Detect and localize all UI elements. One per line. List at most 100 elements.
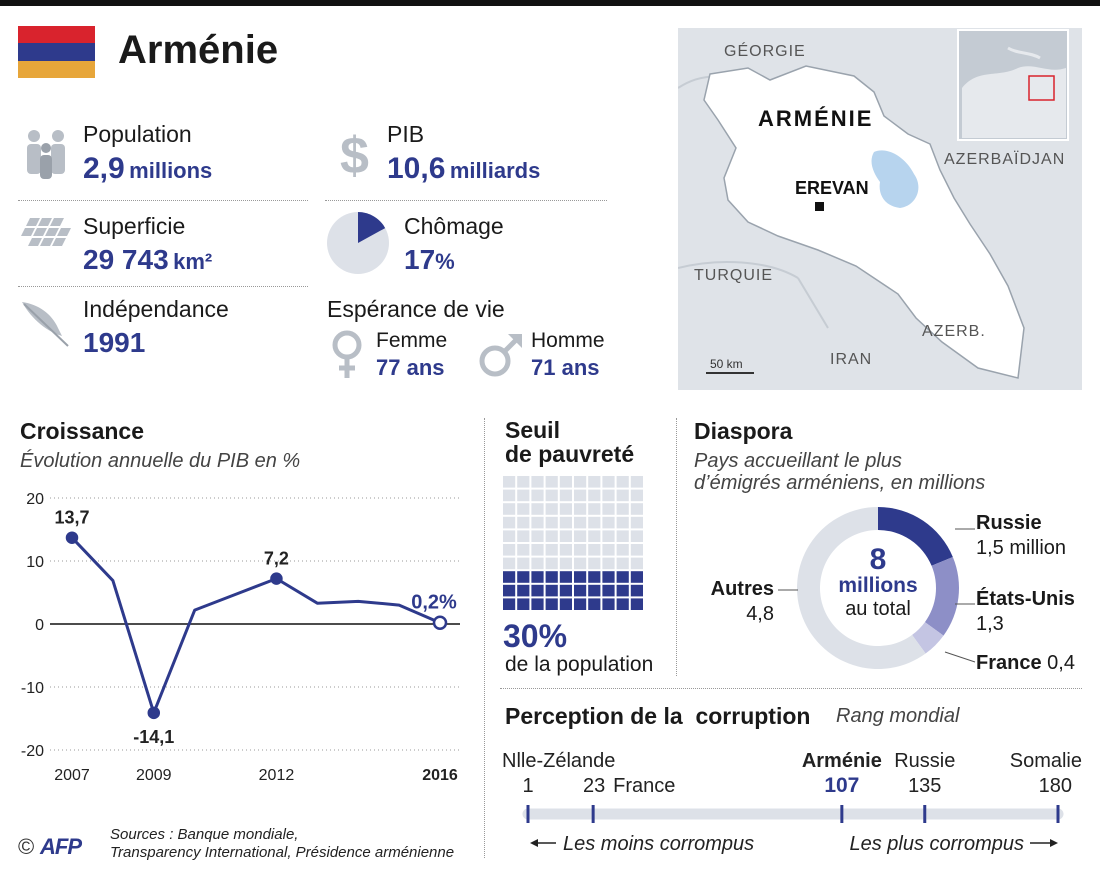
population-number: 2,9 bbox=[83, 152, 125, 185]
female-icon bbox=[332, 330, 362, 378]
superficie-number: 29 743 bbox=[83, 244, 169, 275]
poverty-cell bbox=[531, 503, 544, 515]
poverty-cell bbox=[559, 544, 572, 556]
poverty-cell bbox=[559, 530, 572, 542]
flag-stripe-red bbox=[18, 26, 95, 43]
poverty-cell bbox=[574, 476, 587, 488]
poverty-cell bbox=[517, 516, 530, 529]
corruption-rank: 1 bbox=[522, 775, 533, 797]
poverty-cell bbox=[531, 544, 544, 556]
map-iran-label: IRAN bbox=[830, 351, 872, 368]
flag-stripe-orange bbox=[18, 61, 95, 78]
poverty-cell bbox=[574, 530, 587, 542]
poverty-cell bbox=[503, 571, 516, 583]
male-icon bbox=[479, 334, 522, 377]
x-tick-label: 2007 bbox=[54, 767, 90, 784]
seuil-value: 30% bbox=[503, 618, 568, 654]
diaspora-france-name: France bbox=[976, 652, 1042, 674]
poverty-cell bbox=[574, 584, 587, 597]
map-neighbor-borders bbox=[678, 75, 1009, 329]
poverty-cell bbox=[630, 557, 643, 570]
corruption-right-caption: Les plus corrompus bbox=[849, 833, 1024, 855]
diaspora-center: 8 millions au total bbox=[818, 545, 938, 621]
poverty-cell bbox=[545, 476, 558, 488]
map-georgia-label: GÉORGIE bbox=[724, 41, 806, 60]
poverty-cell bbox=[588, 489, 601, 502]
poverty-cell bbox=[517, 598, 530, 610]
y-tick-label: -20 bbox=[21, 743, 44, 760]
poverty-cell bbox=[602, 598, 615, 610]
poverty-cell bbox=[559, 598, 572, 610]
poverty-cell bbox=[545, 530, 558, 542]
y-tick-label: 0 bbox=[35, 617, 44, 634]
poverty-cell bbox=[503, 516, 516, 529]
femme-label: Femme bbox=[376, 329, 448, 352]
poverty-cell bbox=[588, 544, 601, 556]
poverty-cell bbox=[616, 598, 629, 610]
poverty-cell bbox=[588, 557, 601, 570]
y-tick-label: 20 bbox=[26, 491, 44, 508]
poverty-cell bbox=[559, 557, 572, 570]
poverty-cell bbox=[574, 571, 587, 583]
poverty-cell bbox=[602, 476, 615, 488]
homme-label: Homme bbox=[531, 329, 605, 352]
poverty-cell bbox=[602, 557, 615, 570]
population-unit: millions bbox=[129, 158, 213, 183]
poverty-cell bbox=[503, 598, 516, 610]
poverty-cell bbox=[616, 530, 629, 542]
poverty-cell bbox=[616, 476, 629, 488]
sources-line2: Transparency International, Présidence a… bbox=[110, 844, 455, 861]
seuil-title-line2: de pauvreté bbox=[505, 441, 635, 467]
poverty-cell bbox=[503, 557, 516, 570]
seuil-title-line1: Seuil bbox=[505, 417, 560, 443]
poverty-cell bbox=[588, 598, 601, 610]
map-azerbaijan-label: AZERBAÏDJAN bbox=[944, 150, 1065, 168]
copyright-icon: © bbox=[18, 834, 35, 859]
poverty-cell bbox=[531, 598, 544, 610]
diaspora-label-autres: Autres 4,8 bbox=[708, 577, 774, 627]
diaspora-center-big: 8 bbox=[869, 543, 887, 576]
poverty-cell bbox=[559, 584, 572, 597]
divider bbox=[18, 286, 308, 287]
y-tick-label: -10 bbox=[21, 680, 44, 697]
corruption-rank: 135 bbox=[908, 775, 941, 797]
poverty-cell bbox=[588, 476, 601, 488]
poverty-cell bbox=[630, 598, 643, 610]
map-inset bbox=[957, 29, 1069, 141]
superficie-label: Superficie bbox=[83, 213, 186, 239]
poverty-cell bbox=[588, 571, 601, 583]
poverty-cell bbox=[616, 516, 629, 529]
poverty-cell bbox=[503, 584, 516, 597]
poverty-cell bbox=[517, 557, 530, 570]
poverty-cell bbox=[545, 503, 558, 515]
diaspora-russie-name: Russie bbox=[976, 512, 1042, 534]
data-label: 13,7 bbox=[54, 508, 89, 528]
dollar-icon: $ bbox=[340, 127, 369, 185]
corruption-name: France bbox=[613, 775, 675, 797]
map-azerb-label: AZERB. bbox=[922, 323, 986, 340]
diaspora-title: Diaspora bbox=[694, 418, 793, 444]
chomage-number: 17 bbox=[404, 244, 436, 275]
poverty-cell bbox=[602, 571, 615, 583]
poverty-cell bbox=[630, 503, 643, 515]
poverty-cell bbox=[588, 516, 601, 529]
poverty-cell bbox=[602, 530, 615, 542]
corruption-name: Somalie bbox=[1010, 750, 1082, 772]
flag-stripe-blue bbox=[18, 43, 95, 61]
poverty-cell bbox=[503, 476, 516, 488]
map-lake bbox=[871, 150, 919, 208]
diaspora-subtitle-line2: d’émigrés arméniens, en millions bbox=[694, 472, 986, 494]
poverty-cell bbox=[531, 489, 544, 502]
poverty-cell bbox=[602, 544, 615, 556]
diaspora-autres-name: Autres bbox=[710, 578, 774, 600]
corruption-rank: 107 bbox=[824, 774, 859, 797]
diaspora-label-russie: Russie 1,5 million bbox=[976, 511, 1066, 561]
right-arrow-head-icon bbox=[1050, 839, 1058, 847]
poverty-cell bbox=[630, 489, 643, 502]
poverty-cell bbox=[630, 530, 643, 542]
poverty-cell bbox=[531, 557, 544, 570]
poverty-cell bbox=[517, 544, 530, 556]
chomage-pie bbox=[327, 212, 389, 274]
page-title: Arménie bbox=[118, 28, 279, 72]
